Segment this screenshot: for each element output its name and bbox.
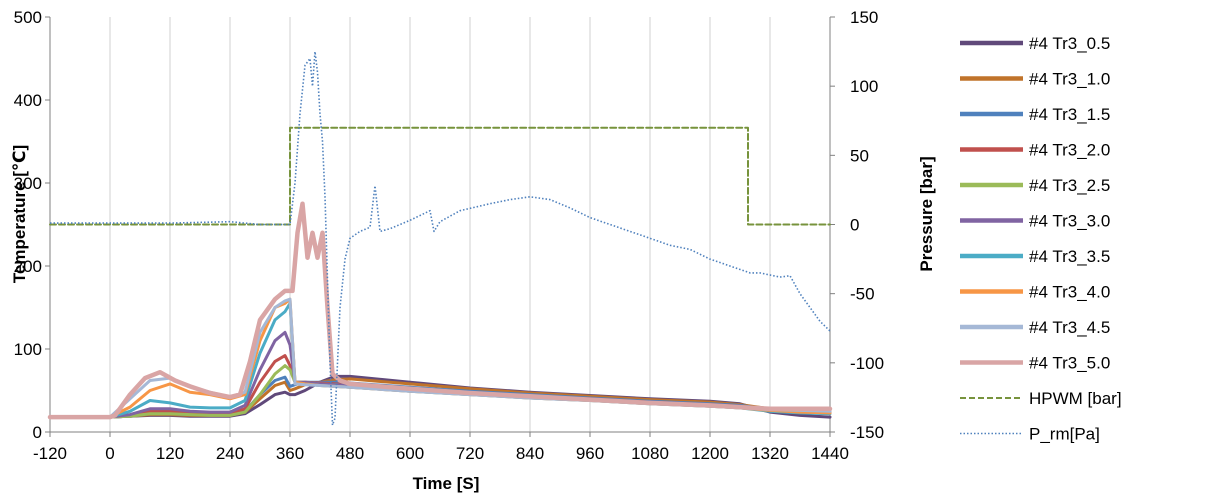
x-tick-label: 0 <box>105 444 114 463</box>
legend-label: #4 Tr3_2.5 <box>1029 176 1110 195</box>
x-tick-label: 480 <box>336 444 364 463</box>
y2-tick-label: 150 <box>850 8 878 27</box>
y-tick-label: 100 <box>14 340 42 359</box>
series-line <box>49 126 831 226</box>
plot-area <box>47 50 833 426</box>
x-tick-labels: -120 0 120 240 360 480 600 720 840 960 1080 1200 132… <box>33 444 849 463</box>
series-line <box>48 297 832 419</box>
legend-label: #4 Tr3_2.0 <box>1029 141 1110 160</box>
x-tick-label: 1320 <box>751 444 789 463</box>
series-line <box>47 201 833 420</box>
y2-tick-label: 0 <box>850 216 859 235</box>
y-tick-labels: 0 100 200 300 400 500 <box>14 8 42 442</box>
legend-label: #4 Tr3_1.5 <box>1029 105 1110 124</box>
legend-label: HPWM [bar] <box>1029 389 1122 408</box>
legend-label: #4 Tr3_3.5 <box>1029 247 1110 266</box>
legend-label: #4 Tr3_3.0 <box>1029 212 1110 231</box>
y2-tick-label: -150 <box>850 423 884 442</box>
x-tick-label: 120 <box>156 444 184 463</box>
legend: #4 Tr3_0.5 #4 Tr3_1.0 #4 Tr3_1.5 #4 Tr3_2.0… <box>960 34 1122 444</box>
series-line <box>50 50 831 426</box>
y-axis-title: Temperature [℃] <box>10 145 29 283</box>
y2-tick-label: -100 <box>850 354 884 373</box>
legend-label: #4 Tr3_4.5 <box>1029 318 1110 337</box>
y2-tick-label: 50 <box>850 146 869 165</box>
x-tick-label: 840 <box>516 444 544 463</box>
y2-tick-label: -50 <box>850 285 875 304</box>
x-tick-label: 1440 <box>811 444 849 463</box>
y2-tick-labels: -150 -100 -50 0 50 100 150 <box>850 8 884 442</box>
legend-label: P_rm[Pa] <box>1029 425 1100 444</box>
y2-axis-title: Pressure [bar] <box>917 156 936 271</box>
legend-label: #4 Tr3_5.0 <box>1029 354 1110 373</box>
y-tick-label: 300 <box>14 174 42 193</box>
x-tick-label: 1080 <box>631 444 669 463</box>
x-tick-label: -120 <box>33 444 67 463</box>
legend-label: #4 Tr3_1.0 <box>1029 70 1110 89</box>
series-line <box>48 297 832 419</box>
legend-label: #4 Tr3_0.5 <box>1029 34 1110 53</box>
x-tick-label: 960 <box>576 444 604 463</box>
x-tick-label: 240 <box>216 444 244 463</box>
y-tick-label: 0 <box>33 423 42 442</box>
x-axis-title: Time [S] <box>413 474 480 493</box>
y2-tick-label: 100 <box>850 77 878 96</box>
y-tick-label: 400 <box>14 91 42 110</box>
x-tick-label: 360 <box>276 444 304 463</box>
y-tick-label: 500 <box>14 8 42 27</box>
x-tick-label: 720 <box>456 444 484 463</box>
legend-label: #4 Tr3_4.0 <box>1029 283 1110 302</box>
x-tick-label: 600 <box>396 444 424 463</box>
x-tick-label: 1200 <box>691 444 729 463</box>
y-tick-label: 200 <box>14 257 42 276</box>
